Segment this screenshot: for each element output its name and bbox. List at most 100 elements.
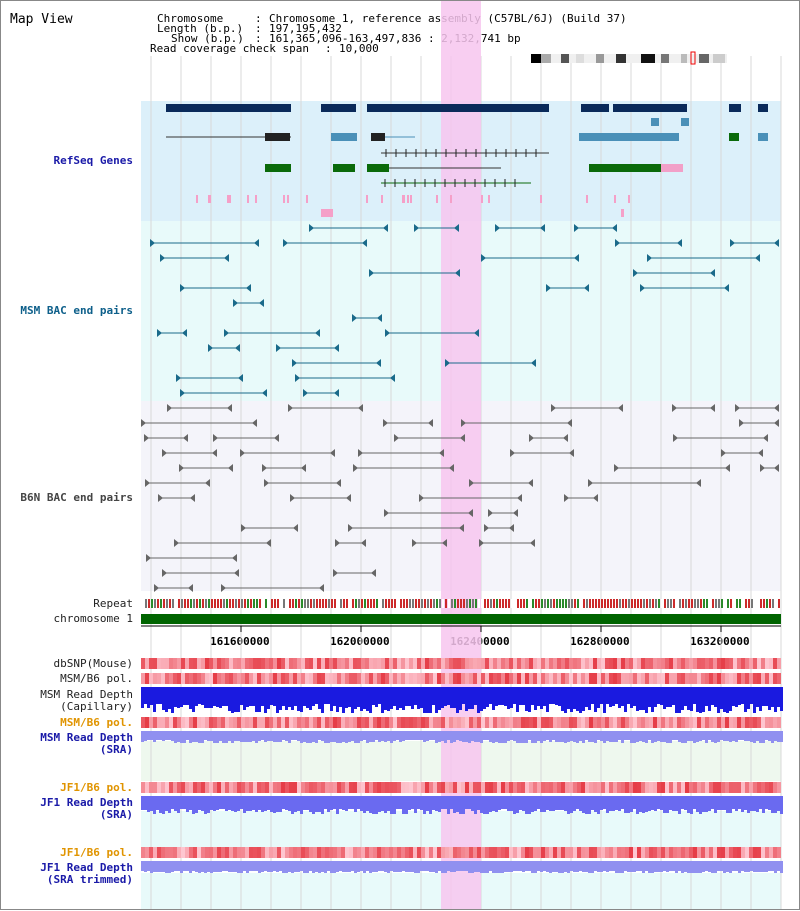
depth-bar bbox=[252, 796, 255, 810]
bac-end-marker bbox=[333, 569, 338, 577]
heat-cell bbox=[637, 658, 641, 669]
depth-bar bbox=[258, 687, 261, 712]
heat-cell bbox=[633, 673, 637, 684]
depth-bar bbox=[636, 796, 639, 814]
depth-bar bbox=[441, 861, 444, 873]
heat-cell bbox=[177, 658, 181, 669]
heat-cell bbox=[437, 717, 441, 728]
repeat-mark bbox=[757, 599, 759, 608]
depth-bar bbox=[699, 796, 702, 814]
track-label-b6n-bac[interactable]: B6N BAC end pairs bbox=[20, 491, 133, 504]
repeat-mark bbox=[469, 599, 471, 608]
depth-bar bbox=[738, 796, 741, 809]
heat-cell bbox=[461, 717, 465, 728]
heat-cell bbox=[613, 717, 617, 728]
depth-bar bbox=[429, 861, 432, 872]
heat-cell bbox=[709, 658, 713, 669]
heat-cell bbox=[629, 782, 633, 793]
depth-bar bbox=[600, 796, 603, 810]
depth-bar bbox=[780, 731, 783, 742]
heat-cell bbox=[177, 673, 181, 684]
depth-bar bbox=[228, 687, 231, 711]
heat-cell bbox=[605, 847, 609, 858]
heat-cell bbox=[193, 847, 197, 858]
heat-cell bbox=[381, 782, 385, 793]
repeat-mark bbox=[271, 599, 273, 608]
heat-cell bbox=[677, 658, 681, 669]
repeat-mark bbox=[403, 599, 405, 608]
depth-bar bbox=[324, 861, 327, 873]
heat-cell bbox=[577, 673, 581, 684]
bac-end-marker bbox=[309, 224, 314, 232]
depth-bar bbox=[246, 796, 249, 811]
depth-bar bbox=[594, 861, 597, 871]
repeat-mark bbox=[520, 599, 522, 608]
heat-cell bbox=[469, 717, 473, 728]
depth-bar bbox=[279, 731, 282, 742]
depth-bar bbox=[207, 796, 210, 813]
depth-bar bbox=[495, 796, 498, 812]
heat-cell bbox=[485, 717, 489, 728]
heat-cell bbox=[153, 658, 157, 669]
depth-bar bbox=[153, 861, 156, 872]
depth-bar bbox=[198, 687, 201, 704]
depth-bar bbox=[537, 687, 540, 706]
bac-end-marker bbox=[150, 239, 155, 247]
depth-bar bbox=[774, 796, 777, 813]
depth-bar bbox=[456, 731, 459, 740]
heat-cell bbox=[717, 847, 721, 858]
heat-cell bbox=[413, 673, 417, 684]
heat-cell bbox=[617, 673, 621, 684]
heat-cell bbox=[277, 847, 281, 858]
depth-bar bbox=[423, 731, 426, 742]
bac-end-marker bbox=[385, 329, 390, 337]
heat-cell bbox=[501, 782, 505, 793]
heat-cell bbox=[709, 717, 713, 728]
depth-bar bbox=[471, 861, 474, 873]
depth-bar bbox=[600, 687, 603, 704]
depth-bar bbox=[294, 687, 297, 706]
depth-bar bbox=[396, 731, 399, 740]
repeat-mark bbox=[643, 599, 645, 608]
depth-bar bbox=[198, 861, 201, 873]
heat-cell bbox=[529, 782, 533, 793]
bac-end-marker bbox=[221, 584, 226, 592]
depth-bar bbox=[651, 861, 654, 873]
heat-cell bbox=[589, 782, 593, 793]
heat-cell bbox=[237, 782, 241, 793]
repeat-mark bbox=[694, 599, 696, 608]
heat-cell bbox=[521, 717, 525, 728]
depth-bar bbox=[294, 731, 297, 740]
depth-bar bbox=[432, 731, 435, 740]
heat-cell bbox=[385, 673, 389, 684]
track-label-msm-bac[interactable]: MSM BAC end pairs bbox=[20, 304, 133, 317]
heat-cell bbox=[365, 717, 369, 728]
depth-bar bbox=[714, 687, 717, 707]
heat-cell bbox=[545, 673, 549, 684]
depth-bar bbox=[696, 861, 699, 873]
depth-bar bbox=[147, 796, 150, 812]
heat-cell bbox=[529, 717, 533, 728]
depth-bar bbox=[759, 861, 762, 872]
depth-bar bbox=[252, 687, 255, 706]
depth-bar bbox=[363, 796, 366, 813]
heat-cell bbox=[621, 658, 625, 669]
depth-bar bbox=[273, 861, 276, 871]
heat-cell bbox=[293, 658, 297, 669]
gene-block bbox=[758, 104, 768, 112]
heat-cell bbox=[405, 658, 409, 669]
heat-cell bbox=[545, 782, 549, 793]
repeat-mark bbox=[484, 599, 486, 608]
track-label-refseq[interactable]: RefSeq Genes bbox=[53, 154, 133, 167]
depth-bar bbox=[291, 861, 294, 873]
depth-bar bbox=[411, 861, 414, 872]
heat-cell bbox=[669, 847, 673, 858]
heat-cell bbox=[457, 658, 461, 669]
gene-mark bbox=[306, 195, 308, 203]
depth-bar bbox=[189, 731, 192, 743]
depth-bar bbox=[567, 861, 570, 873]
heat-cell bbox=[417, 717, 421, 728]
depth-bar bbox=[678, 731, 681, 742]
depth-bar bbox=[513, 796, 516, 814]
